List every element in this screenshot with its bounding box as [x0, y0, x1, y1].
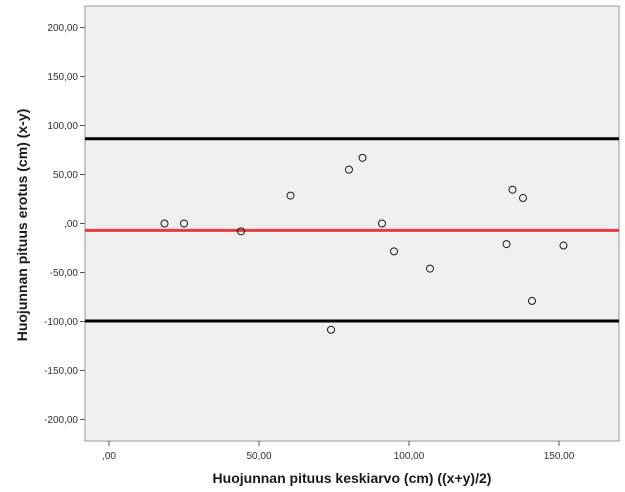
y-axis: 200,00 150,00 100,00 50,00 ,00 -50,00 -100,00 -…: [44, 23, 85, 426]
reference-lines: [85, 137, 619, 323]
y-tick-label: -150,00: [44, 366, 78, 377]
data-points: [160, 153, 568, 334]
data-point: [559, 241, 568, 250]
x-axis: ,00 50,00 100,00 150,00: [102, 441, 575, 462]
y-tick-label: -200,00: [44, 415, 78, 426]
y-axis-title: Huojunnan pituus erotus (cm) (x-y): [14, 109, 30, 342]
data-point: [327, 325, 335, 334]
y-tick-label: 200,00: [47, 23, 78, 34]
data-point: [390, 247, 398, 256]
data-point: [528, 296, 536, 305]
data-point: [502, 240, 511, 249]
y-tick-label: ,00: [64, 219, 78, 230]
x-axis-title: Huojunnan pituus keskiarvo (cm) ((x+y)/2…: [213, 470, 492, 486]
data-point: [237, 227, 245, 236]
data-point: [358, 153, 367, 162]
x-tick-label: 50,00: [246, 451, 271, 462]
x-tick-label: 100,00: [394, 451, 425, 462]
x-tick-label: ,00: [102, 451, 116, 462]
x-tick-label: 150,00: [544, 451, 575, 462]
y-tick-label: -100,00: [44, 317, 78, 328]
y-tick-label: 100,00: [47, 121, 78, 132]
data-point: [160, 219, 169, 228]
data-point: [378, 219, 386, 228]
plot-area: [84, 5, 620, 442]
data-point: [426, 264, 434, 273]
y-tick-label: 50,00: [53, 170, 78, 181]
data-point: [508, 185, 517, 194]
y-tick-label: 150,00: [47, 72, 78, 83]
data-point: [180, 219, 188, 228]
data-point: [519, 194, 527, 203]
data-point: [345, 165, 353, 174]
data-point: [286, 191, 295, 200]
y-tick-label: -50,00: [50, 268, 79, 279]
